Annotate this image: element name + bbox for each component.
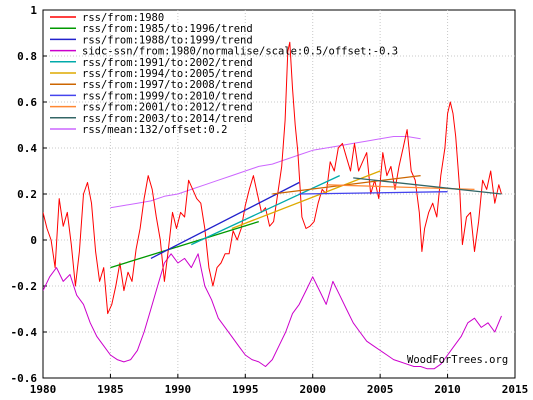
- y-tick-label: -0.4: [11, 326, 38, 339]
- series-line-9: [353, 177, 502, 195]
- series-line-3: [43, 253, 502, 370]
- y-tick-label: 0.6: [17, 96, 37, 109]
- legend-label: rss/mean:132/offset:0.2: [82, 124, 227, 136]
- x-tick-label: 1990: [165, 383, 192, 396]
- legend: rss/from:1980rss/from:1985/to:1996/trend…: [50, 12, 398, 136]
- legend-label: rss/from:1980: [82, 12, 164, 24]
- legend-label: sidc-ssn/from:1980/normalise/scale:0.5/o…: [82, 46, 398, 58]
- x-tick-label: 1980: [30, 383, 57, 396]
- x-tick-label: 2000: [299, 383, 326, 396]
- x-tick-label: 2015: [502, 383, 529, 396]
- series-line-10: [110, 136, 421, 209]
- series-line-0: [43, 41, 502, 315]
- series-group: [43, 41, 502, 370]
- x-tick-label: 1995: [232, 383, 259, 396]
- series-line-7: [299, 191, 448, 195]
- series-line-2: [150, 181, 300, 259]
- x-tick-label: 2005: [367, 383, 394, 396]
- legend-label: rss/from:1985/to:1996/trend: [82, 23, 253, 35]
- axes: 1980 1985 1990 1995 2000 2005 2010 2015 1 0.8 0.6 0…: [11, 4, 529, 396]
- x-tick-label: 1985: [97, 383, 124, 396]
- legend-label: rss/from:1991/to:2002/trend: [82, 57, 253, 69]
- legend-label: rss/from:1994/to:2005/trend: [82, 68, 253, 80]
- y-tick-label: 0.2: [17, 188, 37, 201]
- legend-label: rss/from:2003/to:2014/trend: [82, 113, 253, 125]
- y-tick-label: 0.4: [17, 142, 37, 155]
- series-line-5: [231, 170, 381, 230]
- legend-label: rss/from:1997/to:2008/trend: [82, 79, 253, 91]
- y-tick-label: 1: [30, 4, 37, 17]
- y-tick-label: -0.6: [11, 372, 38, 385]
- x-tick-label: 2010: [434, 383, 461, 396]
- legend-label: rss/from:1999/to:2010/trend: [82, 90, 253, 102]
- y-tick-label: -0.2: [11, 280, 38, 293]
- watermark: WoodForTrees.org: [407, 354, 508, 366]
- legend-label: rss/from:2001/to:2012/trend: [82, 102, 253, 114]
- y-tick-label: 0.8: [17, 50, 37, 63]
- y-tick-label: 0: [30, 234, 37, 247]
- series-line-4: [191, 175, 340, 246]
- series-line-1: [110, 220, 259, 269]
- legend-label: rss/from:1988/to:1999/trend: [82, 34, 253, 46]
